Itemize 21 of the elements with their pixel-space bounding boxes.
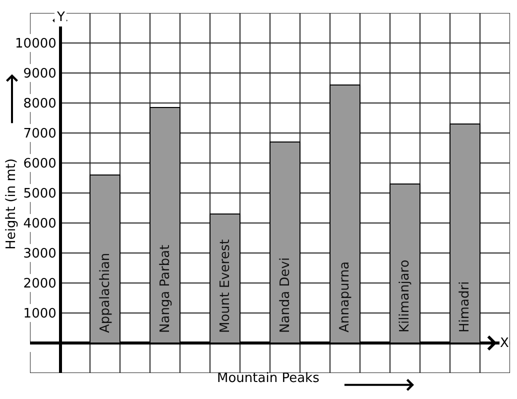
y-tick-label: 8000	[23, 96, 56, 112]
y-tick-label: 10000	[15, 36, 56, 52]
annotation: Y	[56, 10, 65, 25]
annotation: X	[500, 336, 509, 351]
x-tick-label: Appalachian	[98, 252, 113, 333]
y-tick-label: 3000	[23, 246, 56, 262]
x-tick-label: Mount Everest	[218, 239, 233, 333]
y-tick-label: 9000	[23, 66, 56, 82]
y-tick-label: 5000	[23, 186, 56, 202]
y-tick-label: 6000	[23, 156, 56, 172]
x-tick-label: Annapurna	[338, 261, 352, 332]
y-tick-label: 1000	[23, 306, 56, 322]
y-axis-title: Height (in mt)	[4, 158, 19, 250]
x-tick-label: Nanda Devi	[278, 257, 293, 333]
y-tick-label: 7000	[23, 126, 56, 142]
y-tick-label: 2000	[23, 276, 56, 292]
x-tick-label: Himadri	[458, 281, 472, 332]
x-tick-label: Kilimanjaro	[398, 260, 412, 332]
x-tick-label: Nanga Parbat	[158, 244, 173, 333]
x-axis-title: Mountain Peaks	[217, 371, 320, 386]
y-tick-label: 4000	[23, 216, 56, 232]
